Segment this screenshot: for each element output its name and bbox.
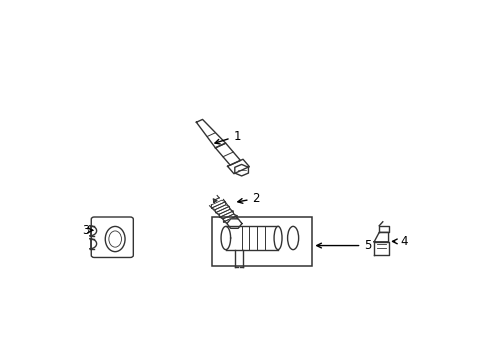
Text: 4: 4: [392, 235, 407, 248]
Polygon shape: [215, 206, 229, 214]
Polygon shape: [223, 214, 237, 222]
Text: 3: 3: [82, 224, 93, 237]
Polygon shape: [234, 165, 248, 176]
Polygon shape: [219, 211, 233, 219]
Polygon shape: [215, 143, 240, 165]
Text: 5: 5: [316, 239, 371, 252]
Ellipse shape: [287, 226, 298, 249]
Polygon shape: [226, 219, 242, 228]
Polygon shape: [211, 200, 225, 208]
Text: 1: 1: [215, 130, 241, 144]
Polygon shape: [211, 202, 225, 210]
Polygon shape: [196, 120, 225, 148]
Polygon shape: [215, 205, 229, 213]
Polygon shape: [227, 159, 249, 174]
Polygon shape: [223, 216, 237, 224]
Polygon shape: [373, 242, 388, 255]
Text: 2: 2: [237, 192, 260, 205]
Bar: [211, 217, 311, 266]
Ellipse shape: [273, 226, 282, 249]
FancyBboxPatch shape: [91, 217, 133, 257]
Polygon shape: [221, 226, 230, 249]
Polygon shape: [213, 199, 217, 202]
Polygon shape: [219, 210, 233, 217]
Polygon shape: [373, 233, 388, 242]
Polygon shape: [378, 226, 388, 233]
